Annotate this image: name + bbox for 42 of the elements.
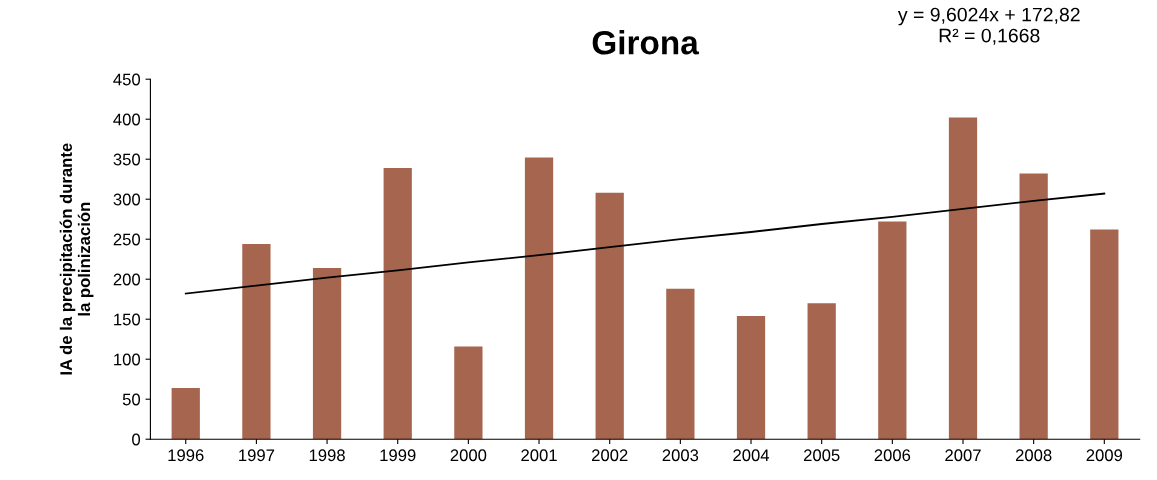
x-tick-label: 1996 bbox=[168, 449, 204, 462]
y-tick-label: 350 bbox=[113, 153, 141, 166]
y-tick-label: 400 bbox=[113, 113, 141, 126]
y-tick-label: 300 bbox=[113, 193, 141, 206]
bar bbox=[1090, 229, 1119, 440]
y-tick-label: 0 bbox=[132, 433, 141, 446]
x-tick-label: 2009 bbox=[1086, 449, 1123, 462]
x-tick-label: 2002 bbox=[592, 449, 628, 462]
line-series bbox=[184, 192, 1106, 295]
x-tick-label: 2000 bbox=[450, 449, 487, 462]
x-tick-label: 2001 bbox=[521, 449, 557, 462]
text: y = 9,6024x + 172,82 R² = 0,1668 bbox=[897, 7, 1080, 45]
bar bbox=[878, 221, 907, 440]
y-tick-label: 200 bbox=[113, 273, 141, 286]
bar bbox=[524, 157, 554, 440]
x-tick-label: 2005 bbox=[803, 449, 840, 462]
bar bbox=[383, 168, 412, 440]
y-tick-label: 50 bbox=[122, 393, 141, 406]
bar bbox=[242, 244, 271, 440]
bar bbox=[312, 268, 342, 440]
x-tick-label: 2006 bbox=[874, 449, 911, 462]
y-tick-label: 450 bbox=[113, 73, 141, 86]
bar bbox=[595, 192, 624, 440]
bar bbox=[1019, 173, 1048, 440]
bar bbox=[736, 316, 766, 440]
x-tick-label: 1999 bbox=[380, 449, 416, 462]
x-tick-label: 2003 bbox=[662, 449, 699, 462]
y-tick-label: 150 bbox=[114, 313, 141, 326]
y-tick-label: 100 bbox=[114, 353, 141, 366]
y-axis-title: IA de la precipitación durante la polinización bbox=[59, 143, 94, 375]
bar bbox=[948, 117, 978, 440]
x-tick-label: 1997 bbox=[239, 449, 275, 462]
bar bbox=[807, 303, 836, 440]
x-tick-label: 1998 bbox=[309, 449, 345, 462]
chart-title: Girona bbox=[592, 30, 699, 55]
bar bbox=[666, 288, 695, 440]
y-tick-label: 250 bbox=[113, 233, 141, 246]
x-tick-label: 2004 bbox=[733, 449, 770, 462]
bar bbox=[454, 346, 483, 440]
x-tick-label: 2007 bbox=[945, 449, 981, 462]
x-tick-label: 2008 bbox=[1015, 449, 1052, 462]
bar bbox=[171, 388, 200, 440]
